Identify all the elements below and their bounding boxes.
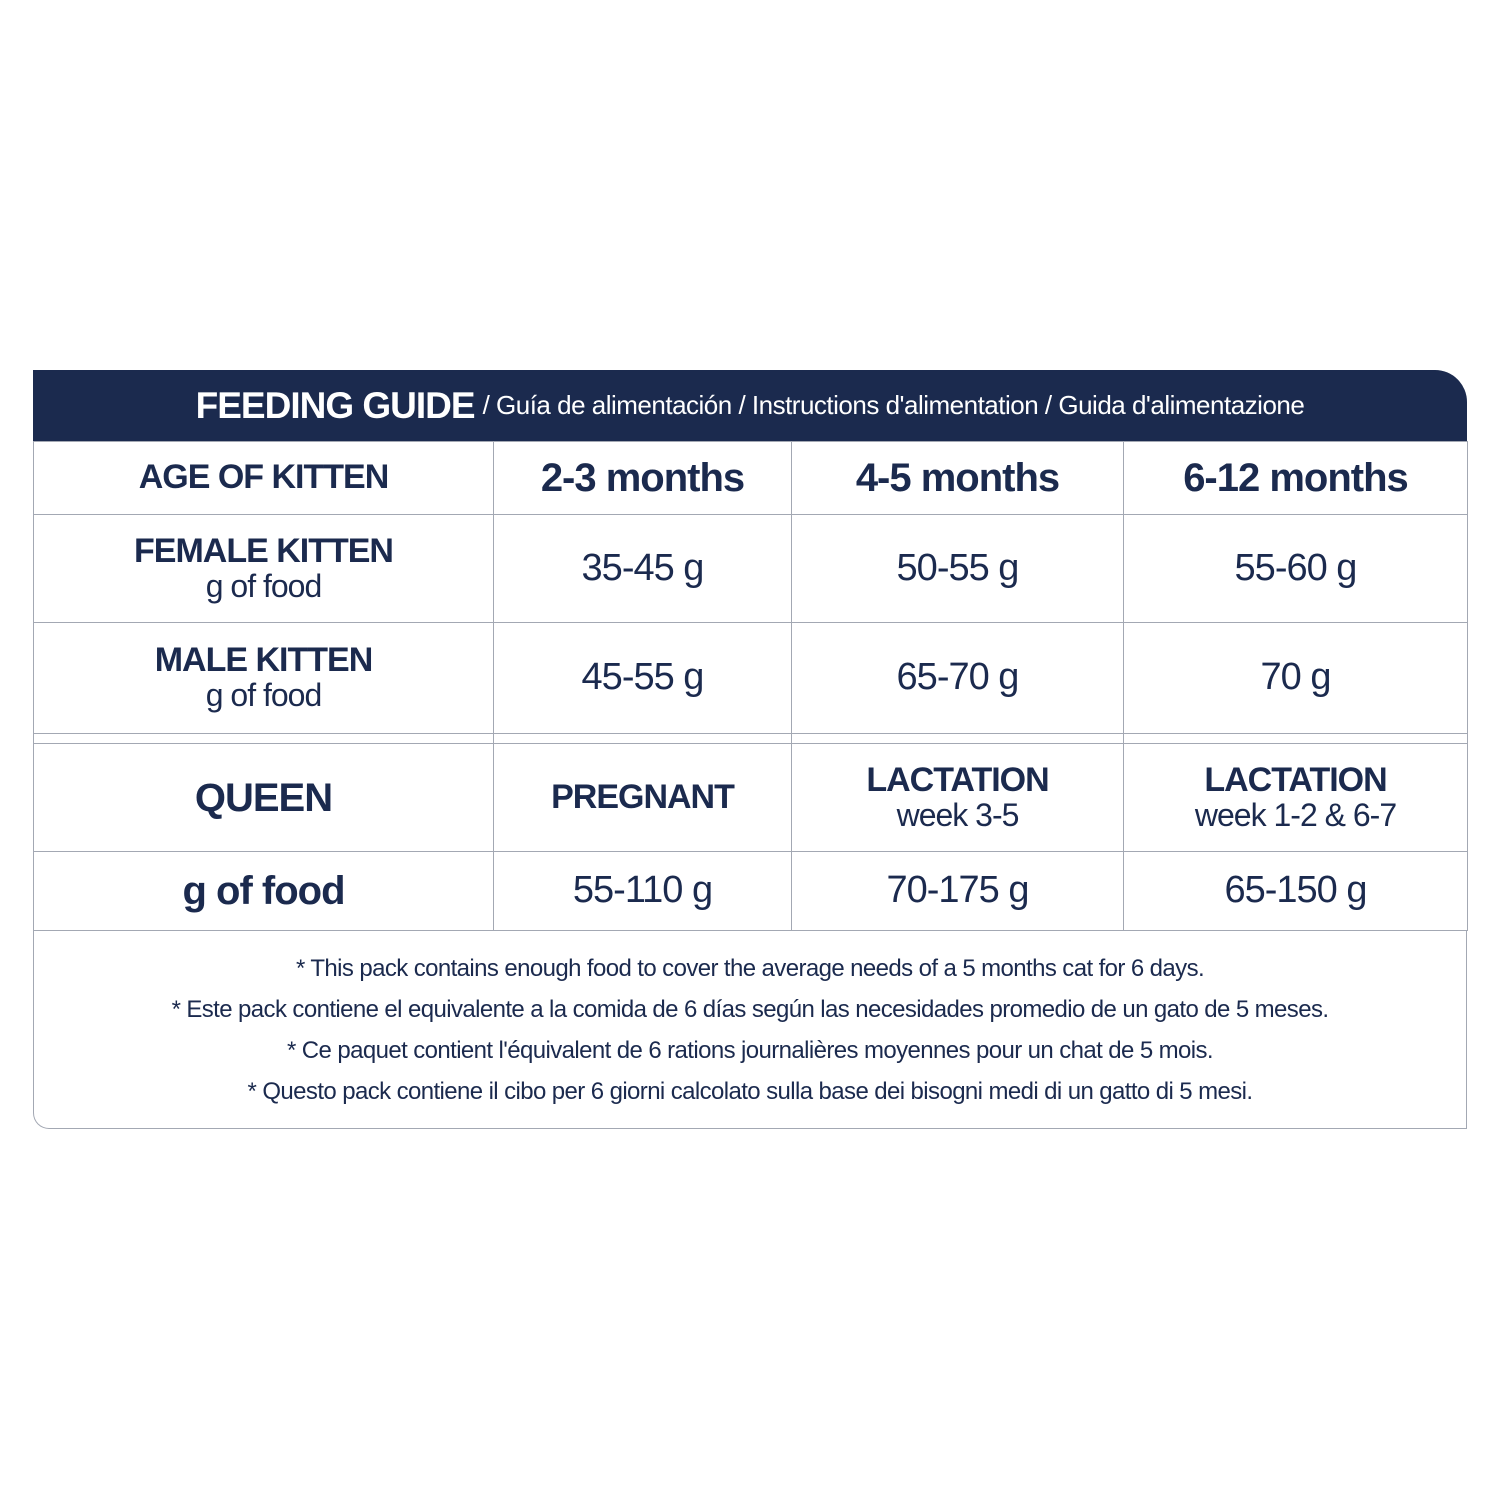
value-cell: 45-55 g — [493, 622, 792, 734]
divider — [1123, 733, 1468, 744]
divider-row — [33, 733, 1468, 744]
title: FEEDING GUIDE — [195, 384, 476, 426]
unit: g of food — [205, 567, 323, 604]
female-row: FEMALE KITTEN g of food 35-45 g 50-55 g 5… — [33, 514, 1468, 623]
value-cell: 65-150 g — [1123, 851, 1468, 931]
note: * Ce paquet contient l'équivalent de 6 r… — [287, 1036, 1214, 1064]
column-header: 2-3 months — [493, 441, 792, 515]
unit: g of food — [205, 677, 323, 714]
value-cell: 65-70 g — [791, 622, 1124, 734]
row-label: g of food — [33, 851, 494, 931]
queen-header-row: QUEEN PREGNANT LACTATION week 3-5 LACTATI… — [33, 743, 1468, 852]
note: * This pack contains enough food to cove… — [295, 954, 1205, 982]
column-header: 6-12 months — [1123, 441, 1468, 515]
stage-name: LACTATION — [1204, 760, 1387, 799]
row-label: QUEEN — [33, 743, 494, 852]
value-cell: 70-175 g — [791, 851, 1124, 931]
notes: * This pack contains enough food to cove… — [33, 931, 1467, 1129]
feeding-guide: FEEDING GUIDE / Guía de alimentación / I… — [33, 370, 1468, 1129]
stage-name: LACTATION — [866, 760, 1049, 799]
value-cell: 50-55 g — [791, 514, 1124, 623]
divider — [33, 733, 494, 744]
value-cell: 55-60 g — [1123, 514, 1468, 623]
guide-table: AGE OF KITTEN 2-3 months 4-5 months 6-12… — [33, 441, 1468, 931]
value-cell: 35-45 g — [493, 514, 792, 623]
male-row: MALE KITTEN g of food 45-55 g 65-70 g 70 … — [33, 622, 1468, 734]
row-label: MALE KITTEN g of food — [33, 622, 494, 734]
note: * Questo pack contiene il cibo per 6 gio… — [247, 1077, 1253, 1105]
column-header: AGE OF KITTEN — [33, 441, 494, 515]
stage-detail: week 3-5 — [896, 796, 1020, 833]
queen-row: g of food 55-110 g 70-175 g 65-150 g — [33, 851, 1468, 931]
subtitle: / Guía de alimentación / Instructions d'… — [482, 390, 1305, 420]
stage-detail: week 1-2 & 6-7 — [1194, 796, 1397, 833]
value-cell: 55-110 g — [493, 851, 792, 931]
divider — [791, 733, 1124, 744]
row-label: FEMALE KITTEN g of food — [33, 514, 494, 623]
value-cell: 70 g — [1123, 622, 1468, 734]
label: MALE KITTEN — [154, 641, 374, 680]
stage: LACTATION week 1-2 & 6-7 — [1123, 743, 1468, 852]
column-header: 4-5 months — [791, 441, 1124, 515]
stage: PREGNANT — [493, 743, 792, 852]
age-row: AGE OF KITTEN 2-3 months 4-5 months 6-12… — [33, 441, 1468, 515]
label: FEMALE KITTEN — [134, 531, 394, 570]
note: * Este pack contiene el equivalente a la… — [171, 995, 1329, 1023]
stage: LACTATION week 3-5 — [791, 743, 1124, 852]
divider — [493, 733, 792, 744]
header-bar: FEEDING GUIDE / Guía de alimentación / I… — [33, 370, 1467, 441]
